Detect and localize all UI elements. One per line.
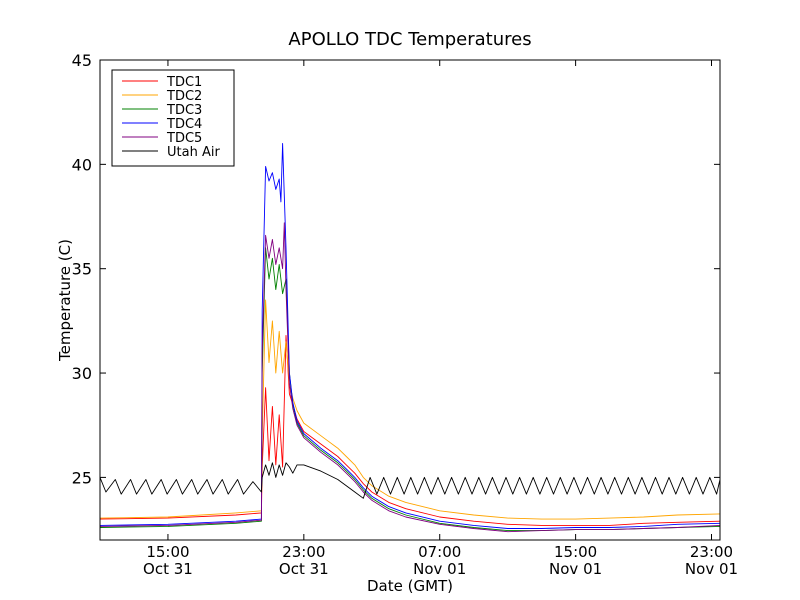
- x-tick-time-1: 23:00: [282, 543, 325, 561]
- y-tick-label-3: 40: [72, 155, 92, 174]
- legend-label-2: TDC3: [166, 103, 202, 118]
- x-tick-date-4: Nov 01: [685, 560, 738, 578]
- y-tick-label-2: 35: [72, 260, 92, 279]
- plot-frame: [99, 59, 721, 541]
- series-line-4: [99, 222, 721, 533]
- x-tick-date-0: Oct 31: [143, 560, 193, 578]
- series-line-0: [99, 335, 721, 526]
- series-line-5: [99, 462, 721, 499]
- series-line-1: [99, 299, 721, 520]
- y-tick-label-0: 25: [72, 468, 92, 487]
- legend-label-0: TDC1: [166, 75, 202, 90]
- x-tick-time-3: 15:00: [554, 543, 597, 561]
- y-axis-label: Temperature (C): [56, 239, 74, 362]
- legend-label-4: TDC5: [166, 131, 202, 146]
- legend-box: [111, 69, 235, 167]
- x-tick-time-0: 15:00: [146, 543, 189, 561]
- chart-title: APOLLO TDC Temperatures: [288, 29, 531, 50]
- x-tick-date-2: Nov 01: [413, 560, 466, 578]
- x-axis-label: Date (GMT): [367, 577, 453, 595]
- x-tick-time-4: 23:00: [690, 543, 733, 561]
- legend-label-1: TDC2: [166, 89, 202, 104]
- legend-label-3: TDC4: [166, 117, 202, 132]
- x-tick-time-2: 07:00: [418, 543, 461, 561]
- x-tick-date-3: Nov 01: [549, 560, 602, 578]
- legend-label-5: Utah Air: [167, 145, 220, 160]
- series-layer: [99, 143, 721, 533]
- y-axis-ticks: 25 30 35 40 45: [72, 51, 720, 487]
- y-tick-label-4: 45: [72, 51, 92, 70]
- series-line-3: [99, 143, 721, 529]
- y-tick-label-1: 30: [72, 364, 92, 383]
- x-tick-date-1: Oct 31: [279, 560, 329, 578]
